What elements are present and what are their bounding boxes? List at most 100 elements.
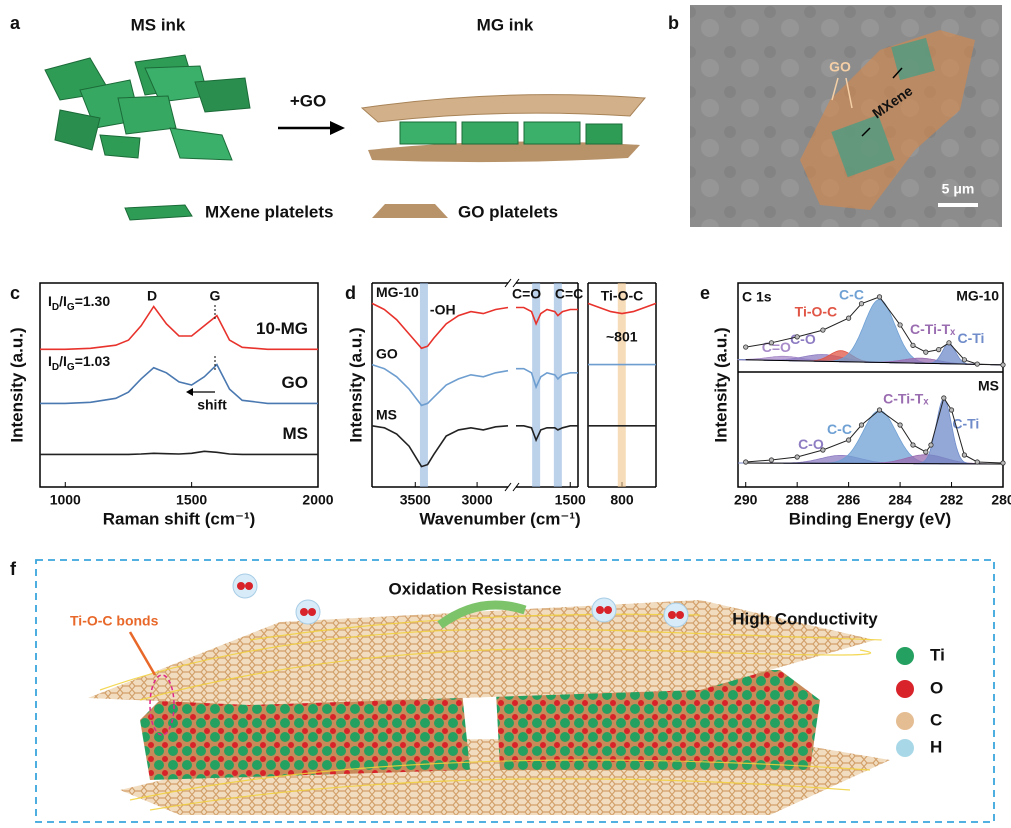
data-point — [769, 458, 773, 462]
x-tick-label: 280 — [991, 492, 1011, 508]
shift-arrow-head — [186, 388, 193, 396]
x-tick-label: 2000 — [302, 492, 333, 508]
spectrum-line — [372, 365, 508, 406]
data-point — [911, 443, 915, 447]
data-point — [744, 460, 748, 464]
legend-label: O — [930, 678, 943, 697]
data-point — [947, 341, 951, 345]
data-point — [949, 408, 953, 412]
panel-b: b GO MXene 5 μm — [668, 5, 1002, 227]
legend-label: GO platelets — [458, 202, 558, 221]
ratio-label-part: =1.30 — [75, 293, 111, 309]
band — [420, 283, 428, 487]
spectrum-title: C 1s — [742, 289, 772, 305]
scale-bar-label: 5 μm — [942, 181, 975, 197]
data-point — [962, 453, 966, 457]
spectrum-line — [516, 369, 578, 387]
panel-label: d — [345, 283, 356, 303]
panel-title: MS ink — [131, 15, 186, 34]
x-tick-label: 286 — [837, 492, 861, 508]
band-label: ~801 — [606, 329, 638, 345]
panel-f: f Ti-O-C bonds Oxidation Resistance High… — [10, 559, 994, 822]
ratio-label-part: /I — [59, 293, 67, 309]
data-point — [846, 316, 850, 320]
data-point — [877, 295, 881, 299]
component-label: C-Ti — [957, 330, 984, 346]
data-point — [1001, 363, 1005, 367]
spectrum-line — [516, 426, 578, 440]
x-tick-label: 1000 — [50, 492, 81, 508]
panel-title: MG ink — [477, 15, 534, 34]
x-axis-label: Raman shift (cm⁻¹) — [103, 509, 256, 528]
data-point — [769, 341, 773, 345]
data-point — [795, 335, 799, 339]
ms-platelets — [45, 55, 250, 160]
spectrum-line — [40, 451, 318, 454]
panel-name: MS — [978, 378, 999, 394]
x-tick-label: 1500 — [176, 492, 207, 508]
legend-label: C — [930, 710, 942, 729]
band-label: C=O — [512, 286, 541, 302]
series-label: GO — [282, 373, 308, 392]
ratio-label-part: D — [52, 362, 59, 373]
annotation: Ti-O-C bonds — [70, 613, 159, 629]
mg-structure — [362, 95, 645, 162]
data-point — [859, 423, 863, 427]
panel-label: a — [10, 13, 21, 33]
panel-a: a MS ink MG ink +GO MXene platelets GO p… — [10, 13, 645, 222]
data-point — [821, 328, 825, 332]
component-label: C-Ti-Tₓ — [910, 321, 956, 337]
data-point — [924, 350, 928, 354]
annotation: High Conductivity — [732, 609, 878, 628]
data-point — [859, 302, 863, 306]
y-axis-label: Intensity (a.u.) — [711, 327, 730, 442]
spectrum-line — [40, 365, 318, 404]
x-tick-label: 290 — [734, 492, 758, 508]
spectrum-line — [372, 426, 508, 467]
ratio-label-part: D — [52, 302, 59, 313]
peak-label: D — [147, 288, 157, 304]
data-point — [744, 345, 748, 349]
x-tick-label: 282 — [940, 492, 964, 508]
legend-swatch — [372, 204, 448, 218]
spectrum-line — [516, 308, 578, 324]
component-label: C-C — [827, 421, 852, 437]
panel-label: f — [10, 559, 17, 579]
data-point — [962, 358, 966, 362]
data-point — [975, 362, 979, 366]
legend-swatch — [125, 205, 192, 220]
component-label: C-O — [798, 436, 824, 452]
x-axis-label: Wavenumber (cm⁻¹) — [419, 509, 580, 528]
component-label: C-C — [839, 286, 864, 302]
y-axis-label: Intensity (a.u.) — [346, 327, 365, 442]
figure: a MS ink MG ink +GO MXene platelets GO p… — [0, 0, 1011, 828]
component-label: C-Ti-Tₓ — [883, 390, 929, 406]
component-label: C-Ti — [952, 415, 979, 431]
data-point — [898, 323, 902, 327]
x-axis-label: Binding Energy (eV) — [789, 509, 951, 528]
legend-swatch — [896, 680, 914, 698]
data-point — [942, 396, 946, 400]
data-point — [1001, 461, 1005, 465]
data-point — [795, 455, 799, 459]
image-label: GO — [829, 59, 851, 75]
panel-name: MG-10 — [956, 288, 999, 304]
arrow-head — [330, 121, 345, 135]
series-label: 10-MG — [256, 319, 308, 338]
band-label: -OH — [430, 302, 456, 318]
component-label: Ti-O-C — [795, 303, 838, 319]
panel-label: e — [700, 283, 710, 303]
ratio-label-part: =1.03 — [75, 353, 111, 369]
legend-swatch — [896, 647, 914, 665]
peak-label: G — [210, 288, 221, 304]
x-tick-label: 288 — [785, 492, 809, 508]
arrow-label: +GO — [290, 91, 326, 110]
ratio-label: ID/IG=1.03 — [48, 353, 110, 373]
legend-label: MXene platelets — [205, 202, 334, 221]
ratio-label-part: /I — [59, 353, 67, 369]
data-point — [821, 448, 825, 452]
legend-swatch — [896, 712, 914, 730]
panel-label: c — [10, 283, 20, 303]
data-point — [877, 408, 881, 412]
legend-swatch — [896, 739, 914, 757]
